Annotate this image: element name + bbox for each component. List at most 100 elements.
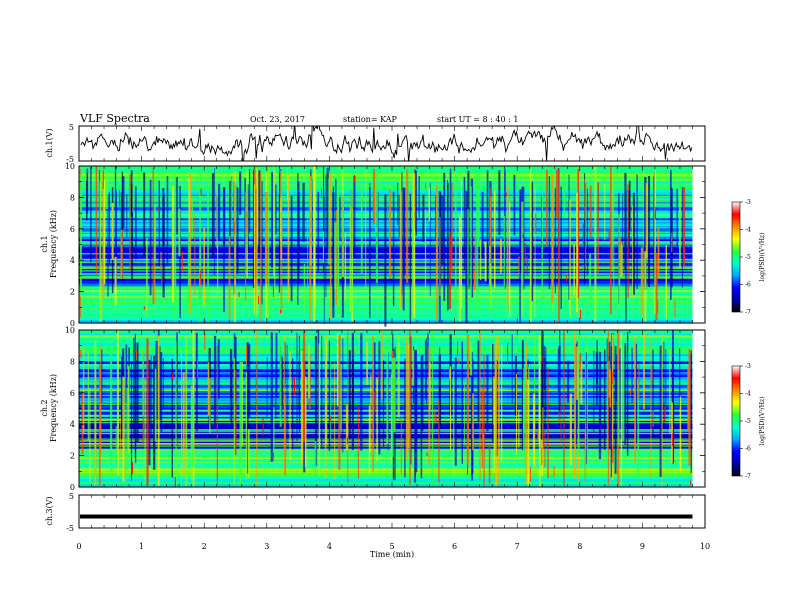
spectrogram-sferic <box>302 330 306 443</box>
spectrogram-streak <box>271 171 274 268</box>
spectrogram-hotspot <box>664 406 666 422</box>
spectrogram-sferic <box>638 363 640 401</box>
spectrogram-hotspot <box>135 349 137 361</box>
spectrogram-sferic <box>365 170 367 288</box>
spectrogram-sferic <box>391 369 393 413</box>
spectrogram-sferic <box>374 167 377 232</box>
spectrogram-hotspot <box>200 269 202 285</box>
spectrogram-sferic <box>234 170 237 323</box>
spectrogram-sferic <box>318 343 321 475</box>
spectrogram-streak <box>402 187 405 311</box>
spectrogram-hotspot <box>158 207 160 214</box>
spectrogram-sferic <box>569 393 572 466</box>
xtick-label: 0 <box>76 542 81 551</box>
spectrogram-sferic <box>175 342 177 485</box>
ytick-label: 10 <box>65 162 75 171</box>
spectrogram-streak <box>261 180 263 305</box>
spectrogram-streak <box>531 181 534 302</box>
ch1-waveform-frame <box>78 125 706 162</box>
spectrogram-sferic <box>273 407 275 457</box>
spectrogram-sferic <box>414 168 416 222</box>
spectrogram-streak <box>217 339 220 399</box>
spectrogram-sferic <box>586 339 588 472</box>
spectrogram-streak <box>614 345 617 474</box>
spectrogram-sferic <box>233 358 235 485</box>
spectrogram-sferic <box>604 183 606 241</box>
spectrogram-sferic <box>279 336 282 427</box>
spectrogram-streak <box>115 190 117 285</box>
xtick-label: 6 <box>452 542 457 551</box>
spectrogram-sferic <box>256 167 258 315</box>
spectrogram-hotspot <box>612 445 614 464</box>
spectrogram-hotspot <box>529 467 531 482</box>
spectrogram-line <box>79 458 693 461</box>
spectrogram-sferic <box>273 166 275 277</box>
spectrogram-band <box>79 374 693 378</box>
spectrogram-sferic <box>613 166 615 317</box>
spectrogram-sferic <box>499 238 502 273</box>
ytick-label: 4 <box>70 256 75 265</box>
spectrogram-sferic <box>424 209 427 297</box>
spectrogram-sferic <box>339 364 342 431</box>
spectrogram-hotspot <box>238 291 240 297</box>
spectrogram-line <box>79 409 693 411</box>
spectrogram-hotspot <box>321 188 323 199</box>
spectrogram-hotspot <box>541 447 543 466</box>
spectrogram-sferic <box>345 404 349 451</box>
spectrogram-streak <box>435 195 437 239</box>
colorbar-tick-label: -3 <box>745 199 751 206</box>
spectrogram-sferic <box>126 387 128 471</box>
spectrogram-sferic <box>678 188 681 269</box>
spectrogram-line <box>79 460 693 463</box>
spectrogram-streak <box>332 192 335 318</box>
spectrogram-hotspot <box>204 333 206 350</box>
spectrogram-streak <box>247 343 251 417</box>
spectrogram-band <box>79 387 693 391</box>
ytick-label: 2 <box>70 452 75 461</box>
spectrogram-sferic <box>239 361 242 486</box>
spectrogram-sferic <box>89 388 91 482</box>
spectrogram-sferic <box>438 398 440 483</box>
spectrogram-band <box>79 377 693 381</box>
spectrogram-sferic <box>532 393 536 467</box>
spectrogram-sferic <box>484 242 487 282</box>
spectrogram-sferic <box>412 176 414 321</box>
spectrogram-streak <box>258 170 261 254</box>
spectrogram-streak <box>143 172 146 257</box>
spectrogram-streak <box>266 357 268 419</box>
spectrogram-sferic <box>428 187 431 221</box>
spectrogram-sferic <box>308 343 310 399</box>
spectrogram-hotspot <box>507 342 509 364</box>
spectrogram-band <box>79 379 693 383</box>
spectrogram-sferic <box>620 333 623 486</box>
spectrogram-band <box>79 481 693 485</box>
spectrogram-line <box>79 467 693 470</box>
spectrogram-line <box>79 401 693 403</box>
spectrogram-sferic <box>203 227 205 307</box>
spectrogram-line <box>79 465 693 466</box>
spectrogram-streak <box>659 345 662 477</box>
spectrogram-sferic <box>429 362 431 411</box>
spectrogram-sferic <box>569 199 571 318</box>
spectrogram-sferic <box>460 181 463 308</box>
spectrogram-band <box>79 398 693 402</box>
spectrogram-hotspot <box>80 350 82 359</box>
spectrogram-streak <box>175 176 178 235</box>
spectrogram-streak <box>619 348 622 427</box>
spectrogram-sferic <box>682 187 686 266</box>
spectrogram-sferic <box>390 374 393 465</box>
ch3-ytick-top: 5 <box>69 492 74 501</box>
spectrogram-streak <box>162 194 165 298</box>
ch1-spectrogram-image <box>79 166 705 327</box>
spectrogram-sferic <box>637 383 639 484</box>
spectrogram-sferic <box>409 330 411 485</box>
spectrogram-streak <box>404 358 406 478</box>
spectrogram-streak <box>195 332 198 432</box>
spectrogram-streak <box>424 340 427 400</box>
spectrogram-hotspot <box>671 433 673 447</box>
spectrogram-sferic <box>576 192 578 313</box>
ch1-spectrogram-panel: 0 2 4 6 8 10 ch.1 Frequency (kHz) -3 -4 -5 -6 -7 … <box>40 162 766 328</box>
spectrogram-streak <box>521 340 524 451</box>
spectrogram-streak <box>631 347 633 404</box>
colorbar-tick-label: -4 <box>745 391 751 398</box>
